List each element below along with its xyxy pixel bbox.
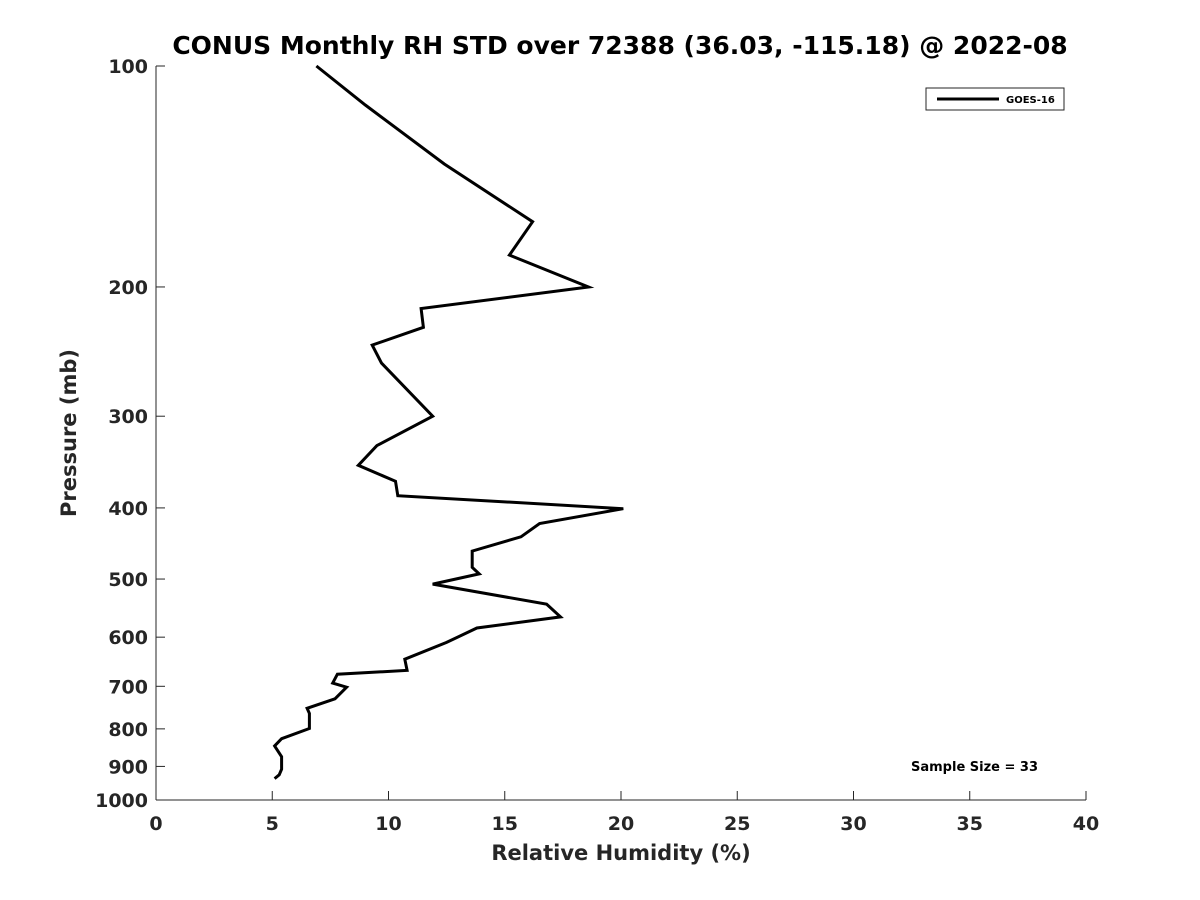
y-tick-label: 500 — [108, 569, 148, 591]
x-tick-label: 30 — [840, 813, 866, 835]
x-tick-label: 10 — [375, 813, 401, 835]
sample-size-annotation: Sample Size = 33 — [911, 760, 1038, 775]
x-tick-label: 15 — [492, 813, 518, 835]
x-tick-label: 25 — [724, 813, 750, 835]
x-tick-label: 20 — [608, 813, 634, 835]
series-line-goes-16 — [272, 64, 624, 780]
x-axis-label: Relative Humidity (%) — [491, 841, 750, 865]
y-tick-label: 200 — [108, 277, 148, 299]
chart-title: CONUS Monthly RH STD over 72388 (36.03, … — [172, 31, 1067, 60]
x-tick-label: 0 — [149, 813, 162, 835]
x-tick-label: 40 — [1073, 813, 1099, 835]
y-tick-label: 600 — [108, 627, 148, 649]
series-group — [272, 64, 624, 780]
y-tick-label: 900 — [108, 756, 148, 778]
y-tick-label: 800 — [108, 719, 148, 741]
x-tick-label: 5 — [266, 813, 279, 835]
y-tick-label: 100 — [108, 56, 148, 78]
y-axis-label: Pressure (mb) — [57, 349, 81, 517]
legend[interactable]: GOES-16 — [925, 87, 1065, 111]
x-tick-label: 35 — [957, 813, 983, 835]
y-tick-label: 300 — [108, 406, 148, 428]
y-ticks: 100 200 300 400 500 600 700 800 900 1000 — [95, 56, 165, 812]
plot-axes — [155, 66, 1086, 801]
y-tick-label: 1000 — [95, 790, 148, 812]
legend-label-goes-16: GOES-16 — [1006, 95, 1055, 106]
y-tick-label: 700 — [108, 676, 148, 698]
y-tick-label: 400 — [108, 498, 148, 520]
x-ticks: 0 5 10 15 20 25 30 35 40 — [149, 791, 1099, 835]
